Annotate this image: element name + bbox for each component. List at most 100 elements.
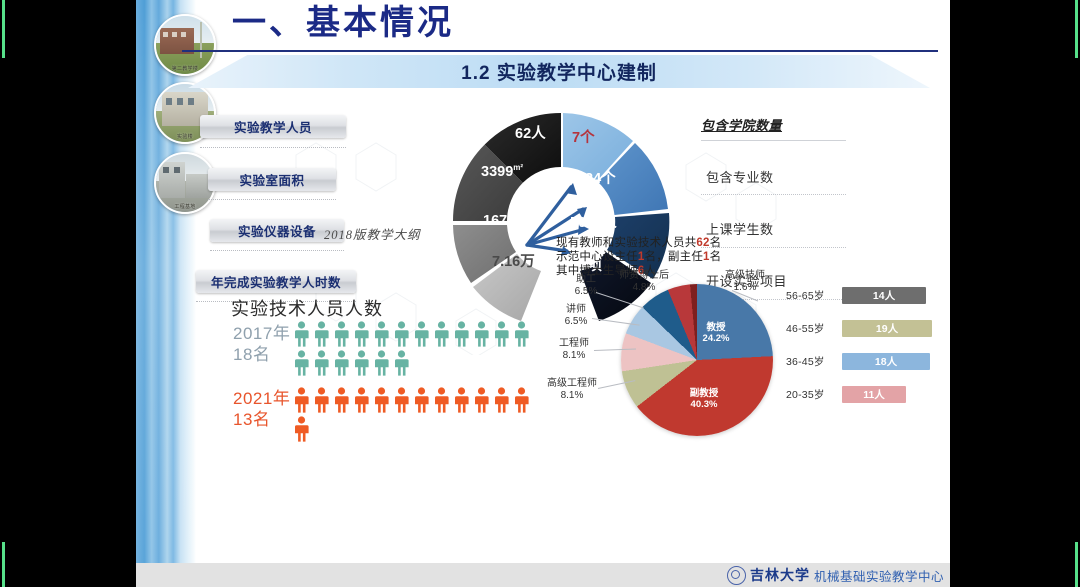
age-label-36-45: 36-45岁 bbox=[786, 356, 825, 368]
donut-value-students: 5000人 bbox=[570, 211, 617, 232]
technician-group-2017-year: 2017年 bbox=[233, 324, 291, 343]
donut-value-hours-text: 7.16万 bbox=[492, 254, 535, 270]
age-row-36-45: 36-45岁 18人 bbox=[786, 352, 934, 371]
person-icon bbox=[335, 321, 349, 347]
age-value-20-35: 11人 bbox=[863, 389, 885, 401]
donut-value-projects: 110项 bbox=[564, 254, 602, 275]
age-bar-36-45: 18人 bbox=[842, 353, 930, 370]
donut-value-area-text: 3399 bbox=[481, 163, 514, 180]
syllabus-caption: 2018版教学大纲 bbox=[324, 228, 421, 242]
person-icon bbox=[295, 350, 309, 376]
pie-label-senior-technician: 高级技师 1.6% bbox=[708, 270, 782, 294]
pie-label-assistant-value: 6.5% bbox=[574, 286, 598, 297]
footer-university-name: 吉林大学 bbox=[749, 569, 810, 584]
center-infographic: 实验教学人员 实验室面积 实验仪器设备 年完成实验教学人时数 bbox=[196, 95, 896, 355]
person-icon bbox=[455, 387, 469, 413]
pie-label-senior-technician-name: 高级技师 bbox=[725, 270, 765, 281]
staff-note-1a: 现有教师和实验技术人员共 bbox=[556, 237, 697, 249]
donut-value-area: 3399m² bbox=[481, 163, 523, 180]
metric-label-area-text: 实验室面积 bbox=[239, 174, 305, 188]
metric-rline-4 bbox=[701, 299, 846, 301]
pie-label-senior-engineer-name: 高级工程师 bbox=[547, 378, 597, 389]
person-icon bbox=[335, 387, 349, 413]
technician-icons-2017-row-1 bbox=[293, 321, 530, 347]
age-structure-bars: 56-65岁 14人 46-55岁 19人 36-45岁 18人 bbox=[786, 286, 934, 436]
pie-label-senior-engineer-value: 8.1% bbox=[560, 390, 584, 401]
donut-chart: 62人 3399m² 1671台 7.16万 7个 24个 5 bbox=[436, 101, 686, 341]
technician-icons-2017-row-2 bbox=[293, 350, 410, 376]
donut-chart-svg bbox=[453, 112, 670, 321]
age-bar-20-35: 11人 bbox=[842, 386, 906, 403]
metric-label-equipment-text: 实验仪器设备 bbox=[237, 225, 316, 239]
donut-value-staff-text: 62人 bbox=[515, 126, 546, 142]
person-icon bbox=[415, 387, 429, 413]
person-icon bbox=[515, 321, 529, 347]
metric-label-hours: 年完成实验教学人时数 bbox=[196, 270, 356, 293]
metric-rline-2 bbox=[701, 194, 846, 196]
capture-edge-mark-bottom-left bbox=[2, 542, 5, 587]
metric-label-students: 上课学生数 bbox=[706, 222, 774, 237]
pie-label-postdoc-value: 4.8% bbox=[632, 282, 656, 293]
metric-label-area: 实验室面积 bbox=[208, 168, 336, 191]
staff-note-2n2: 1 bbox=[703, 251, 710, 263]
staff-note-2a: 示范中心设主任 bbox=[556, 251, 638, 263]
footer-branding: 吉林大学 机械基础实验教学中心 bbox=[726, 563, 944, 587]
age-value-46-55: 19人 bbox=[875, 323, 899, 335]
technician-group-2017-label: 2017年 18名 bbox=[233, 323, 290, 365]
person-icon bbox=[375, 387, 389, 413]
pie-label-senior-engineer: 高级工程师 8.1% bbox=[536, 378, 608, 402]
person-icon bbox=[455, 321, 469, 347]
age-label-20-35: 20-35岁 bbox=[786, 389, 825, 401]
technician-icons-2021-row-2 bbox=[293, 416, 310, 442]
pie-label-senior-technician-value: 1.6% bbox=[733, 282, 757, 293]
technician-group-2017-count: 18名 bbox=[233, 345, 271, 364]
person-icon bbox=[375, 321, 389, 347]
metric-label-equipment: 实验仪器设备 bbox=[210, 219, 344, 242]
age-row-20-35: 20-35岁 11人 bbox=[786, 385, 934, 404]
campus-photo-1-caption: 第二教学楼 bbox=[171, 66, 199, 72]
person-icon bbox=[495, 321, 509, 347]
donut-value-colleges-text: 7个 bbox=[572, 130, 595, 146]
staff-note-1n: 62 bbox=[696, 237, 710, 249]
staff-note-2n1: 1 bbox=[637, 251, 645, 263]
staff-note: 现有教师和实验技术人员共62名 示范中心设主任1名，副主任1名 其中博士生导师6… bbox=[556, 236, 721, 278]
campus-photo-3-caption: 工程基地 bbox=[174, 204, 196, 210]
section-banner: 1.2 实验教学中心建制 bbox=[188, 55, 930, 88]
person-icon bbox=[295, 387, 309, 413]
person-icon bbox=[395, 321, 409, 347]
donut-value-majors: 24个 bbox=[585, 167, 616, 188]
faculty-charts: 教授 24.2% 副教授 40.3% 高级技师 1.6% 师资博士后 4.8% … bbox=[536, 270, 936, 455]
capture-edge-mark-bottom-right bbox=[1075, 542, 1078, 587]
age-bar-56-65: 14人 bbox=[842, 287, 926, 304]
pie-label-engineer-name: 工程师 bbox=[559, 338, 589, 349]
pie-slice-label-professor: 教授 24.2% bbox=[691, 322, 741, 344]
staff-note-line-3: 其中博士生导师6人 bbox=[556, 264, 721, 278]
pie-label-postdoc: 师资博士后 4.8% bbox=[612, 270, 676, 294]
donut-value-area-unit: m² bbox=[513, 163, 524, 172]
pie-label-lecturer: 讲师 6.5% bbox=[554, 304, 598, 328]
metric-rline-3 bbox=[701, 247, 846, 249]
person-icon bbox=[335, 350, 349, 376]
pie-slice-label-assoc-professor: 副教授 40.3% bbox=[676, 388, 732, 410]
metric-divider-1 bbox=[200, 147, 346, 148]
slide-footer bbox=[136, 563, 950, 587]
metric-label-staff: 实验教学人员 bbox=[200, 115, 346, 138]
pie-slice-value-professor: 24.2% bbox=[702, 333, 730, 344]
technician-icons-2021-row-1 bbox=[293, 387, 530, 413]
staff-note-line-1: 现有教师和实验技术人员共62名 bbox=[556, 236, 721, 250]
title-structure-pie bbox=[621, 284, 773, 436]
person-icon bbox=[295, 416, 309, 442]
footer-center-name: 机械基础实验教学中心 bbox=[813, 569, 944, 584]
person-icon bbox=[435, 321, 449, 347]
metric-label-projects: 开设实验项目 bbox=[706, 274, 788, 289]
pie-label-engineer: 工程师 8.1% bbox=[550, 338, 598, 362]
person-icon bbox=[295, 321, 309, 347]
pie-label-engineer-value: 8.1% bbox=[562, 350, 586, 361]
staff-note-3n: 6 bbox=[637, 265, 645, 277]
donut-value-students-text: 5000人 bbox=[570, 215, 617, 231]
pie-label-postdoc-name: 师资博士后 bbox=[619, 270, 669, 281]
presentation-slide: 第二教学楼 实验楼 工程基地 一、基本情况 1.2 实验教学中心建制 bbox=[136, 0, 950, 587]
person-icon bbox=[315, 321, 329, 347]
person-icon bbox=[415, 321, 429, 347]
